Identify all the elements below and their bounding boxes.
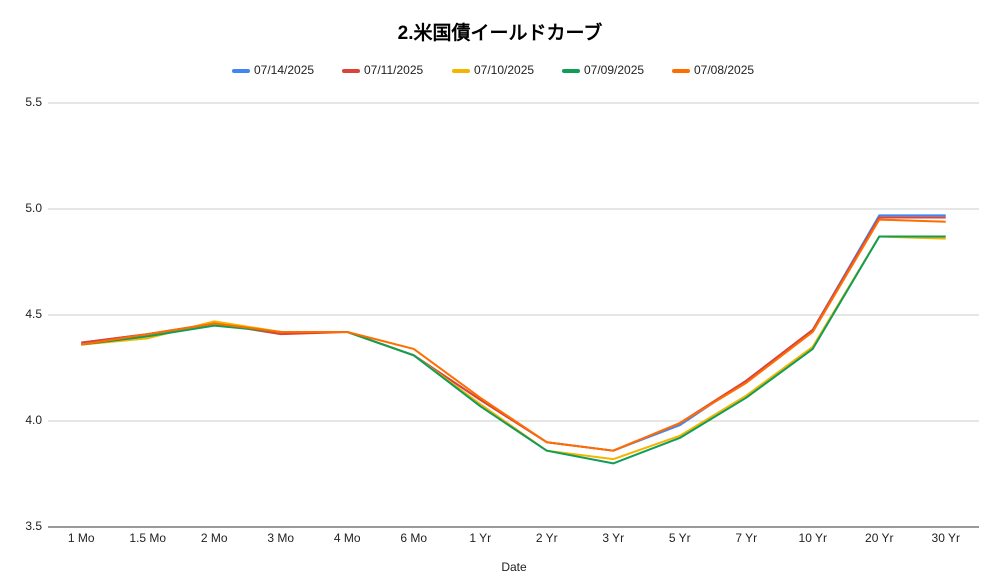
y-tick-label: 4.5 [25, 307, 42, 321]
legend-label: 07/10/2025 [474, 63, 534, 77]
y-tick-label: 5.5 [25, 95, 42, 109]
x-tick-label: 20 Yr [865, 531, 893, 545]
legend-label: 07/11/2025 [364, 63, 423, 77]
x-tick-label: 2 Yr [536, 531, 558, 545]
series-line [81, 216, 946, 452]
y-tick-label: 5.0 [25, 201, 42, 215]
x-tick-label: 1 Mo [68, 531, 95, 545]
y-tick-label: 4.0 [25, 413, 42, 427]
series-line [81, 235, 946, 465]
legend-label: 07/09/2025 [584, 63, 644, 77]
x-tick-label: 5 Yr [669, 531, 691, 545]
x-tick-label: 7 Yr [735, 531, 757, 545]
x-tick-label: 1 Yr [469, 531, 491, 545]
x-tick-label: 3 Yr [602, 531, 624, 545]
series-line [81, 218, 946, 452]
x-tick-label: 30 Yr [932, 531, 960, 545]
x-tick-label: 3 Mo [267, 531, 294, 545]
chart-title: 2.米国債イールドカーブ [398, 21, 603, 44]
x-tick-label: 1.5 Mo [129, 531, 166, 545]
x-tick-label: 6 Mo [400, 531, 427, 545]
legend-label: 07/14/2025 [254, 63, 314, 77]
x-tick-label: 4 Mo [334, 531, 361, 545]
y-tick-label: 3.5 [25, 519, 42, 533]
legend: 07/14/2025 07/11/2025 07/10/2025 07/09/2025… [232, 63, 754, 77]
x-tick-label: 10 Yr [799, 531, 827, 545]
series-line [81, 235, 946, 461]
legend-label: 07/08/2025 [694, 63, 754, 77]
x-tick-label: 2 Mo [201, 531, 228, 545]
x-axis-title: Date [501, 560, 527, 574]
series-line [81, 214, 946, 452]
